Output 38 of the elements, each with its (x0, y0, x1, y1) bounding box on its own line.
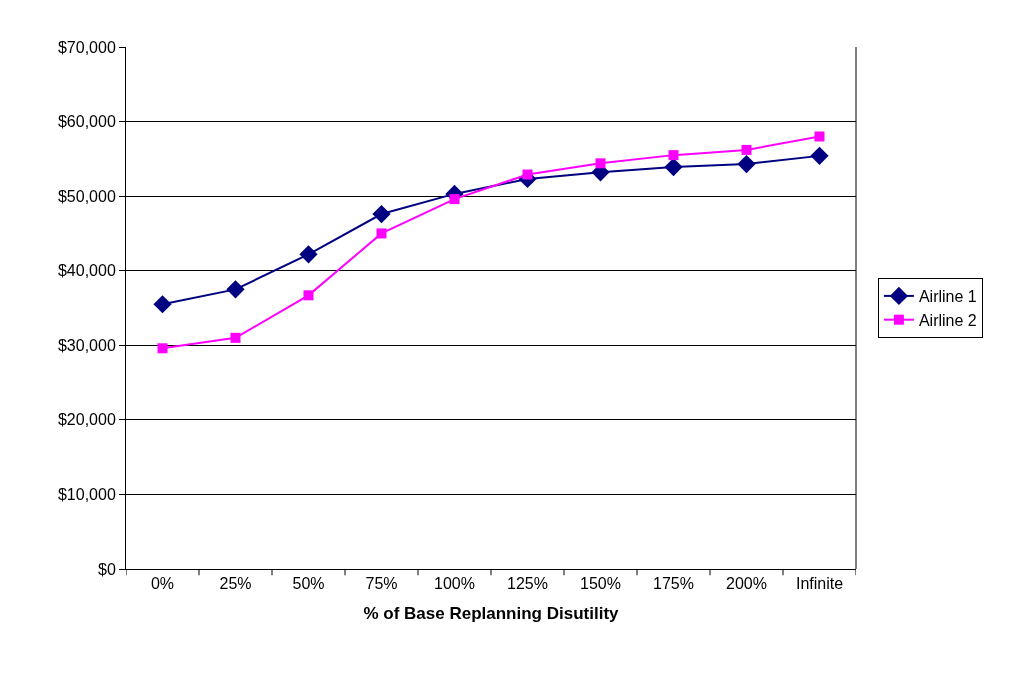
y-tick-label: $50,000 (57, 187, 116, 205)
point (595, 158, 606, 169)
x-tick-label: 0% (150, 575, 175, 593)
point (737, 154, 756, 174)
point (814, 131, 825, 142)
point (810, 146, 829, 165)
x-tick-label: 75% (365, 575, 398, 593)
x-tick-label: 25% (219, 575, 252, 593)
x-tick-label: 100% (434, 575, 475, 593)
x-tick-label: 150% (580, 575, 621, 593)
x-axis-title: % of Base Replanning Disutility (363, 603, 620, 623)
point (303, 290, 314, 301)
y-tick-label: $10,000 (57, 486, 116, 504)
x-tick-label: 125% (507, 575, 548, 593)
x-tick-label: Infinite (795, 575, 844, 593)
point (376, 228, 387, 239)
x-tick-label: 50% (292, 575, 325, 593)
y-tick-label: $20,000 (57, 411, 116, 429)
point (153, 295, 172, 314)
point (668, 150, 679, 161)
legend-label: Airline 2 (918, 311, 977, 329)
y-tick-label: $60,000 (57, 113, 116, 131)
point (449, 194, 460, 205)
point (226, 280, 245, 299)
legend-label: Airline 1 (918, 288, 977, 306)
y-tick-label: $70,000 (57, 38, 116, 56)
point (664, 157, 683, 177)
point (522, 169, 533, 180)
y-tick-label: $30,000 (57, 336, 116, 354)
point (157, 343, 168, 354)
point (372, 204, 391, 224)
point (741, 144, 752, 155)
y-tick-label: $40,000 (57, 262, 116, 280)
y-tick-label: $0 (98, 560, 116, 578)
point (299, 245, 318, 264)
x-tick-label: 200% (726, 575, 767, 593)
point (230, 332, 241, 343)
x-tick-label: 175% (653, 575, 694, 593)
